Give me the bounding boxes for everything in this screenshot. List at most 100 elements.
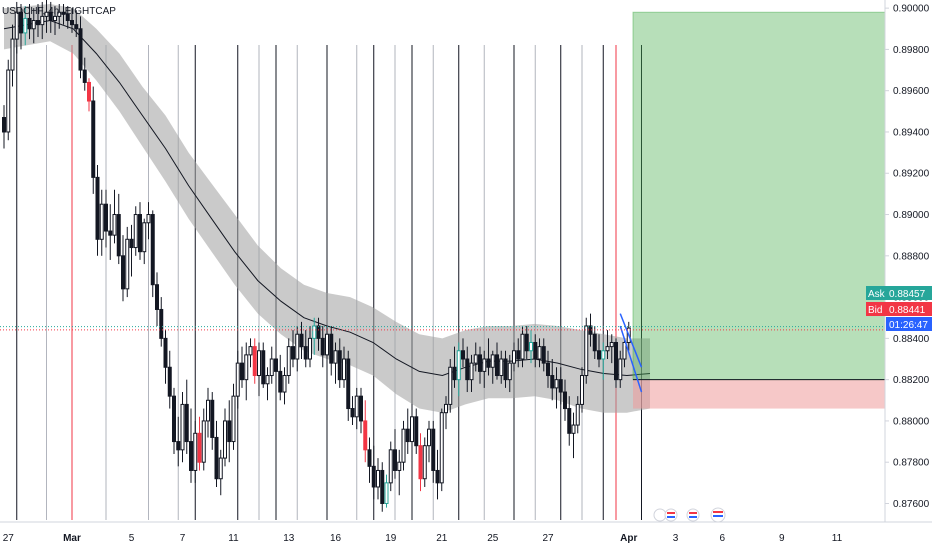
bid-value-bg <box>886 302 932 316</box>
candle-body <box>14 11 19 40</box>
candle-body <box>520 333 525 360</box>
candle-body <box>503 358 508 381</box>
symbol-title[interactable]: USDCHF, 4h, EIGHTCAP <box>2 6 116 17</box>
us-flag-icon[interactable] <box>664 508 678 522</box>
economic-events[interactable] <box>653 507 726 523</box>
candle-body <box>580 375 584 405</box>
candle-body <box>31 20 36 30</box>
candle-body <box>308 337 312 360</box>
candle-body <box>265 375 270 385</box>
candle-body <box>490 354 495 368</box>
candle-body <box>286 346 291 377</box>
candle-body <box>473 354 478 364</box>
time-scale[interactable]: 27 Mar 5 7 11 13 16 19 21 25 27 Apr 3 6 9 11 <box>3 533 843 544</box>
candle-body <box>252 346 257 377</box>
candle-body <box>563 391 567 410</box>
candle-body <box>27 17 32 30</box>
candle-body <box>116 214 121 257</box>
candle-body <box>452 366 457 381</box>
wedge-drawing[interactable] <box>619 313 643 393</box>
time-tick-label: 11 <box>228 533 239 544</box>
candle-body <box>397 461 402 471</box>
time-tick-label: 27 <box>3 533 15 544</box>
candle-body <box>70 20 74 26</box>
candle-body <box>584 325 589 377</box>
candle-body <box>342 358 346 381</box>
candle-body <box>201 420 206 463</box>
candle-body <box>550 375 555 389</box>
us-flag-icon[interactable] <box>686 508 700 522</box>
candle-body <box>112 214 117 236</box>
profit-target-zone[interactable] <box>632 11 886 381</box>
candle-body <box>597 350 601 360</box>
candle-body <box>482 358 487 372</box>
price-tick-label: 0.87600 <box>893 499 930 510</box>
time-tick-label: 3 <box>673 533 679 544</box>
candle-body <box>359 395 363 422</box>
candle-body <box>261 350 266 385</box>
bid-value: 0.88441 <box>889 305 926 316</box>
wedge-upper-line[interactable] <box>619 313 643 368</box>
countdown-value: 01:26:47 <box>889 320 928 331</box>
candle-body <box>575 403 580 426</box>
candle-body <box>524 333 529 352</box>
time-tick-label: 27 <box>542 533 554 544</box>
ask-value-bg <box>886 286 932 300</box>
stop-loss-zone[interactable] <box>633 379 885 409</box>
candle-body <box>61 11 66 15</box>
current-price-line <box>0 326 885 331</box>
time-tick-label: 16 <box>330 533 342 544</box>
candle-body <box>401 428 406 463</box>
time-tick-label: 25 <box>487 533 499 544</box>
candle-body <box>422 445 427 480</box>
candle-body <box>448 366 453 405</box>
candle-body <box>235 362 240 397</box>
candle-body <box>36 20 40 26</box>
candle-body <box>138 214 142 253</box>
long-position-box[interactable] <box>632 11 886 409</box>
event-icon[interactable] <box>653 508 667 522</box>
candle-body <box>507 362 512 381</box>
time-tick-label: 5 <box>129 533 135 544</box>
candle-body <box>371 465 376 488</box>
candle-body <box>78 28 83 71</box>
candle-body <box>601 350 606 360</box>
candle-body <box>57 11 62 17</box>
candle-body <box>240 362 244 381</box>
price-tick-label: 0.89400 <box>893 127 930 138</box>
candle-body <box>193 432 198 471</box>
bid-tag: Bid 0.88441 <box>866 302 932 316</box>
candle-body <box>363 420 368 451</box>
price-tick-label: 0.89200 <box>893 169 930 180</box>
candle-body <box>197 432 202 463</box>
candle-body <box>142 222 147 253</box>
candle-body <box>558 379 563 393</box>
candle-body <box>223 420 227 459</box>
candle-body <box>554 379 559 389</box>
us-flag-stripe <box>713 511 723 513</box>
time-tick-label: 19 <box>385 533 397 544</box>
candle-body <box>82 69 87 83</box>
candle-body <box>40 15 45 26</box>
wedge-lower-line[interactable] <box>619 325 643 393</box>
time-tick-label: 11 <box>832 533 843 544</box>
candle-body <box>53 15 57 22</box>
candle-body <box>376 469 380 488</box>
candle-body <box>439 412 444 484</box>
candle-body <box>159 308 164 339</box>
bid-label-bg <box>866 302 886 316</box>
candle-body <box>499 358 504 377</box>
candle-body <box>316 325 321 339</box>
candle-body <box>512 350 516 364</box>
candle-body <box>269 358 274 377</box>
candle-body <box>282 375 287 393</box>
candle-body <box>333 350 338 364</box>
candle-body <box>19 11 23 34</box>
price-scale[interactable]: 0.876000.878000.880000.882000.884000.886… <box>885 4 930 510</box>
candle-body <box>295 333 300 360</box>
ask-tag: Ask 0.88457 <box>866 286 932 300</box>
us-flag-stripe <box>667 512 675 514</box>
candle-body <box>529 341 533 352</box>
